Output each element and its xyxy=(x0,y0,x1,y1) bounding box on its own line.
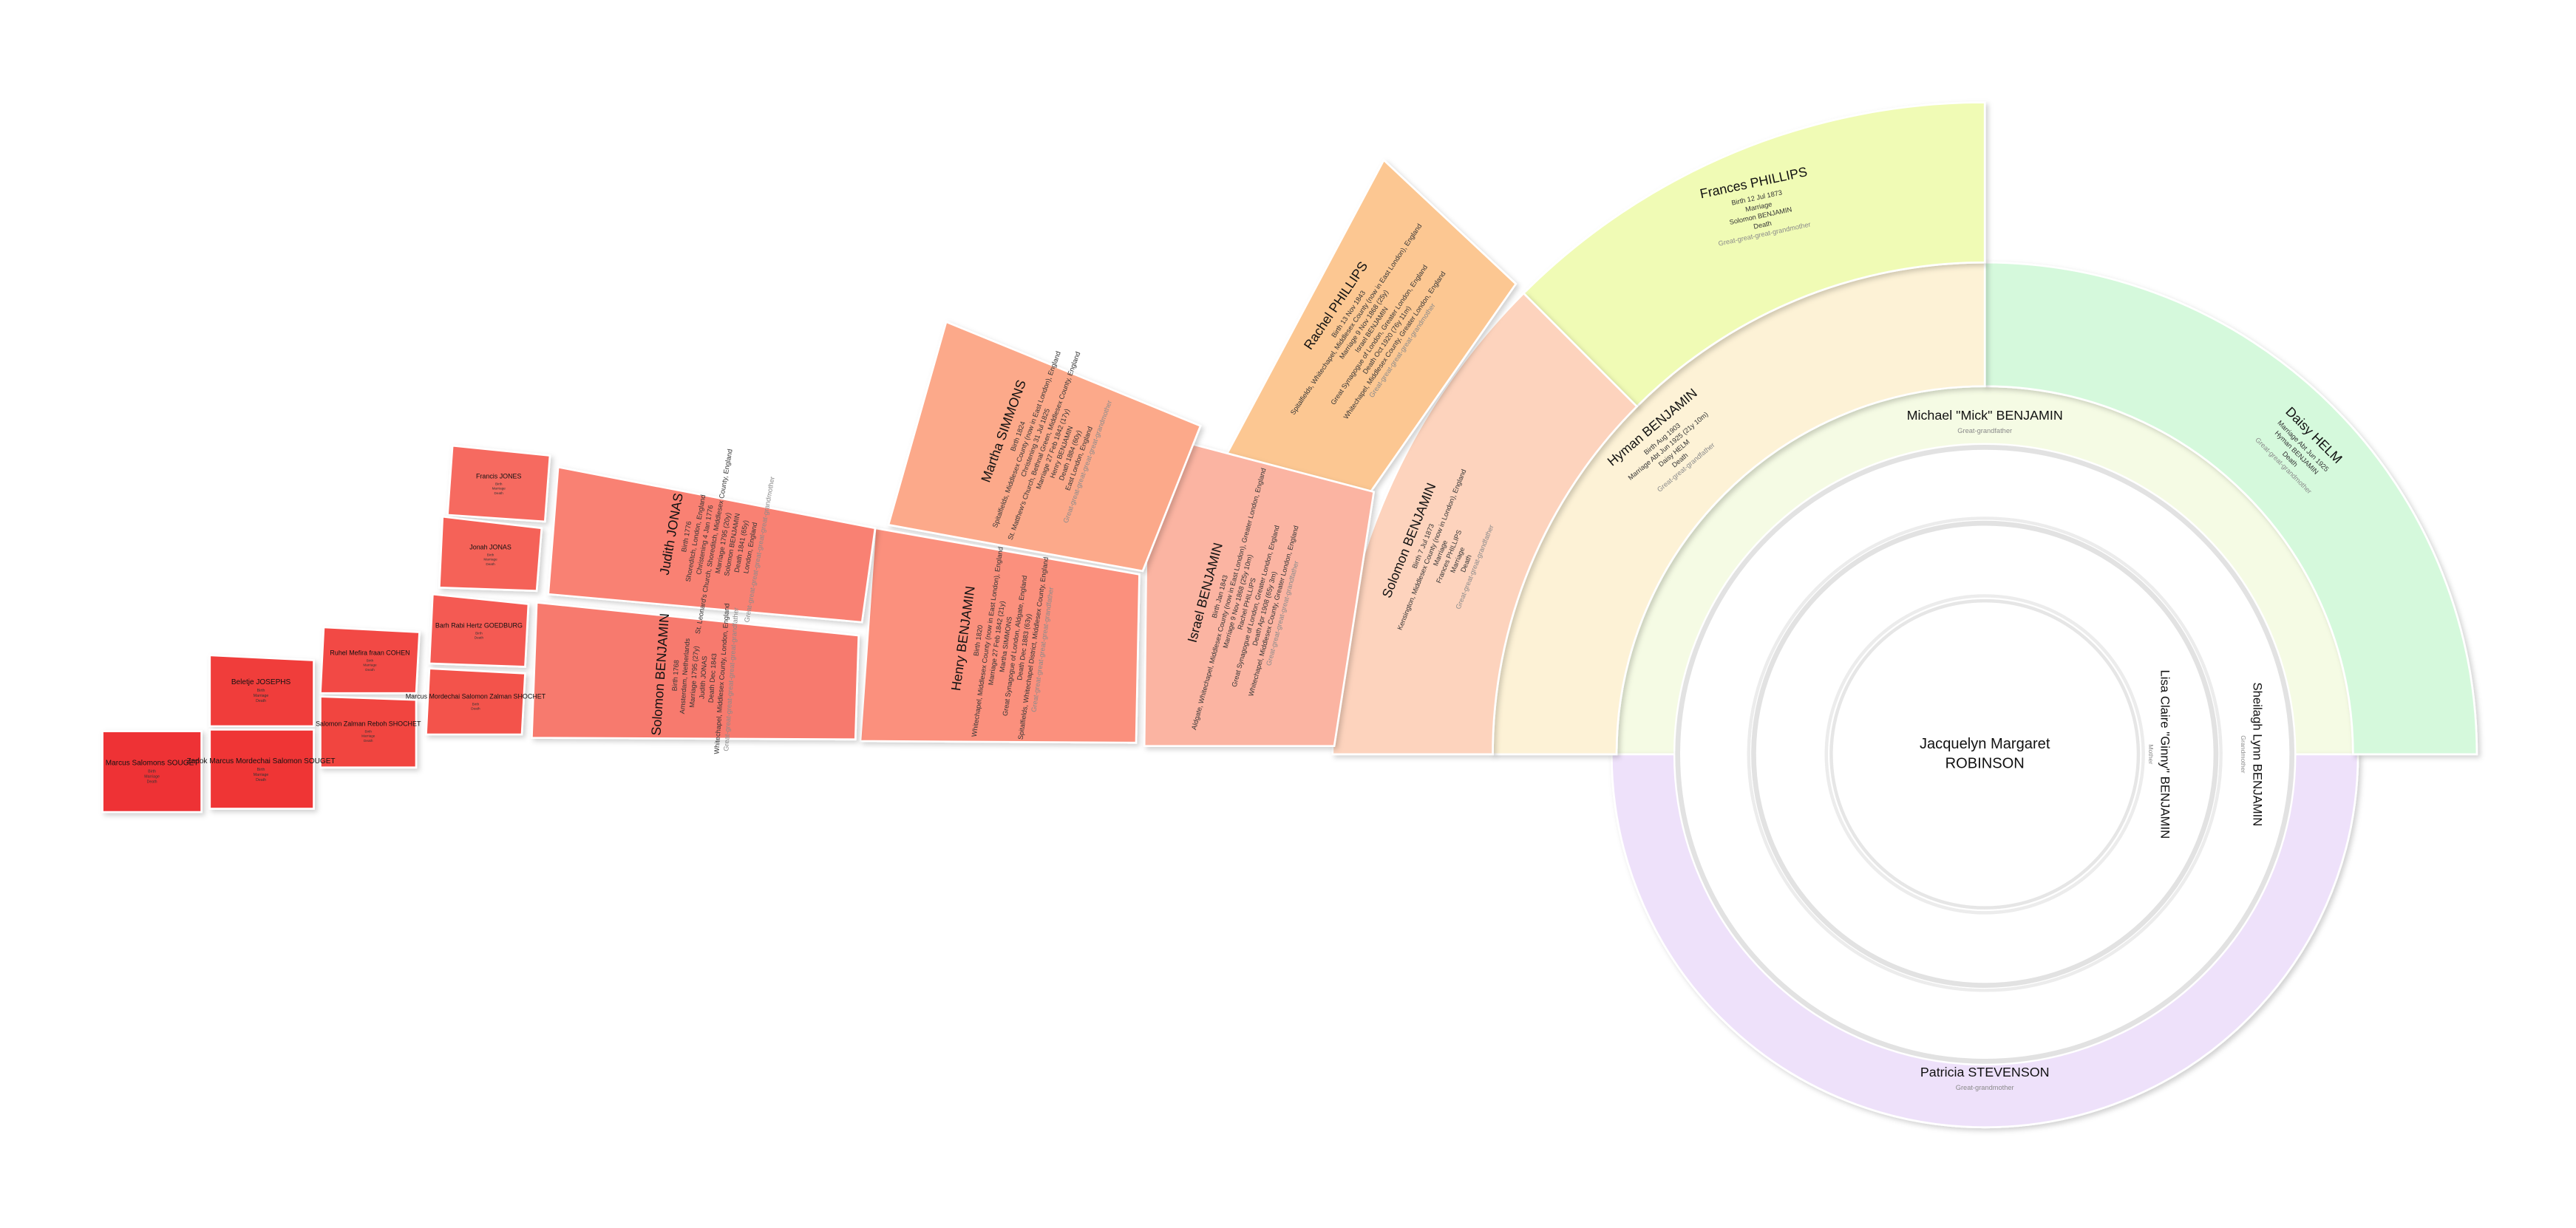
person-card xyxy=(446,444,551,523)
person-detail: Birth xyxy=(495,482,503,485)
person-detail: Marriage xyxy=(492,487,506,491)
ring-edge xyxy=(1824,594,2145,915)
person-text: Sheilagh Lynn BENJAMIN Grandmother xyxy=(2240,682,2265,826)
person-card xyxy=(319,695,418,769)
person-card xyxy=(1143,431,1376,748)
person-detail: Death xyxy=(364,739,373,743)
person-detail: Death xyxy=(147,780,157,784)
person-name: Marcus Mordechai Salomon Zalman SHOCHET xyxy=(406,692,546,700)
root-circle xyxy=(1829,598,2141,910)
person-detail: Birth xyxy=(475,631,483,635)
person-detail: Marriage xyxy=(363,664,377,667)
person-detail: Death xyxy=(475,636,484,640)
person-detail: Death Dec 1843 xyxy=(707,653,718,703)
person-relation: Grandmother xyxy=(2240,735,2247,773)
person-name: Jonah JONAS xyxy=(469,544,512,551)
person-card xyxy=(208,654,315,728)
person-card xyxy=(101,730,203,813)
person-name: Barh Rabi Hertz GOEDBURG xyxy=(435,621,523,629)
person-detail: Birth xyxy=(367,658,374,662)
person-text: Salomon Zalman Reboh SHOCHETBirthMarriag… xyxy=(316,720,421,743)
person-card xyxy=(425,667,526,736)
person-text: Ruhel Mefira fraan COHEN Birth MarriageDea… xyxy=(330,649,409,671)
person-card xyxy=(530,601,860,741)
person-card xyxy=(887,320,1202,573)
person-card xyxy=(1331,292,1639,756)
person-detail: Marriage xyxy=(361,734,375,738)
root-name: ROBINSON xyxy=(1945,756,2025,772)
person-name: Michael "Mick" BENJAMIN xyxy=(1907,408,2063,423)
person-detail: Marriage xyxy=(254,694,269,698)
person-name: Zadok Marcus Mordechai Salomon SOUGET xyxy=(187,757,336,765)
person-ring xyxy=(1750,519,2220,989)
person-detail: Death xyxy=(256,699,266,703)
person-detail: Birth xyxy=(364,729,372,733)
person-name: Sheilagh Lynn BENJAMIN xyxy=(2251,682,2265,826)
person-detail: Marriage xyxy=(483,558,497,562)
person-detail: Birth xyxy=(472,702,480,706)
person-card xyxy=(1983,261,2478,756)
person-detail: Marriage xyxy=(254,773,269,777)
person-relation: Mother xyxy=(2147,744,2155,764)
ring-edge xyxy=(1751,520,2219,988)
person-detail: Judith JONAS xyxy=(698,655,708,699)
person-text: Zadok Marcus Mordechai Salomon SOUGET Bir… xyxy=(187,757,336,782)
person-name: Marcus Salomons SOUGET xyxy=(106,759,199,767)
person-name: Patricia STEVENSON xyxy=(1920,1065,2050,1079)
ring-edge xyxy=(1747,516,2223,992)
person-name: Beletje JOSEPHS xyxy=(231,678,291,686)
person-name: Salomon Zalman Reboh SHOCHET xyxy=(316,720,421,728)
root-name: Jacquelyn Margaret xyxy=(1920,736,2050,752)
person-relation: Great-grandmother xyxy=(1956,1084,2014,1091)
person-detail: Death xyxy=(495,491,504,495)
person-detail: Death xyxy=(486,562,495,566)
person-detail: Birth xyxy=(257,768,265,772)
person-name: Ruhel Mefira fraan COHEN xyxy=(330,649,409,656)
person-card xyxy=(859,527,1141,744)
person-card xyxy=(319,626,421,695)
person-detail: Birth xyxy=(148,769,156,774)
person-detail: Death xyxy=(471,707,480,711)
person-detail: Birth xyxy=(487,553,495,556)
person-detail: Death xyxy=(1753,219,1772,231)
person-ring xyxy=(1674,443,2296,1065)
person-detail: Death xyxy=(365,668,375,672)
person-card xyxy=(547,465,877,624)
person-name: Lisa Claire "Ginny" BENJAMIN xyxy=(2158,669,2172,839)
ring-edge xyxy=(1675,445,2295,1064)
person-detail: Death xyxy=(256,778,266,782)
person-text: Patricia STEVENSON Great-grandmother xyxy=(1920,1065,2050,1091)
person-detail: Birth xyxy=(257,689,265,693)
person-card xyxy=(428,593,530,668)
person-detail: Marriage xyxy=(144,774,160,779)
person-name: Francis JONES xyxy=(476,472,522,480)
person-text: Marcus Mordechai Salomon Zalman SHOCHET B… xyxy=(406,692,546,710)
person-card xyxy=(208,729,315,810)
person-text: Michael "Mick" BENJAMIN Great-grandfather xyxy=(1907,408,2063,434)
person-card xyxy=(438,515,543,593)
person-detail: Birth 1768 xyxy=(670,660,680,692)
person-relation: Great-grandfather xyxy=(1957,427,2012,434)
